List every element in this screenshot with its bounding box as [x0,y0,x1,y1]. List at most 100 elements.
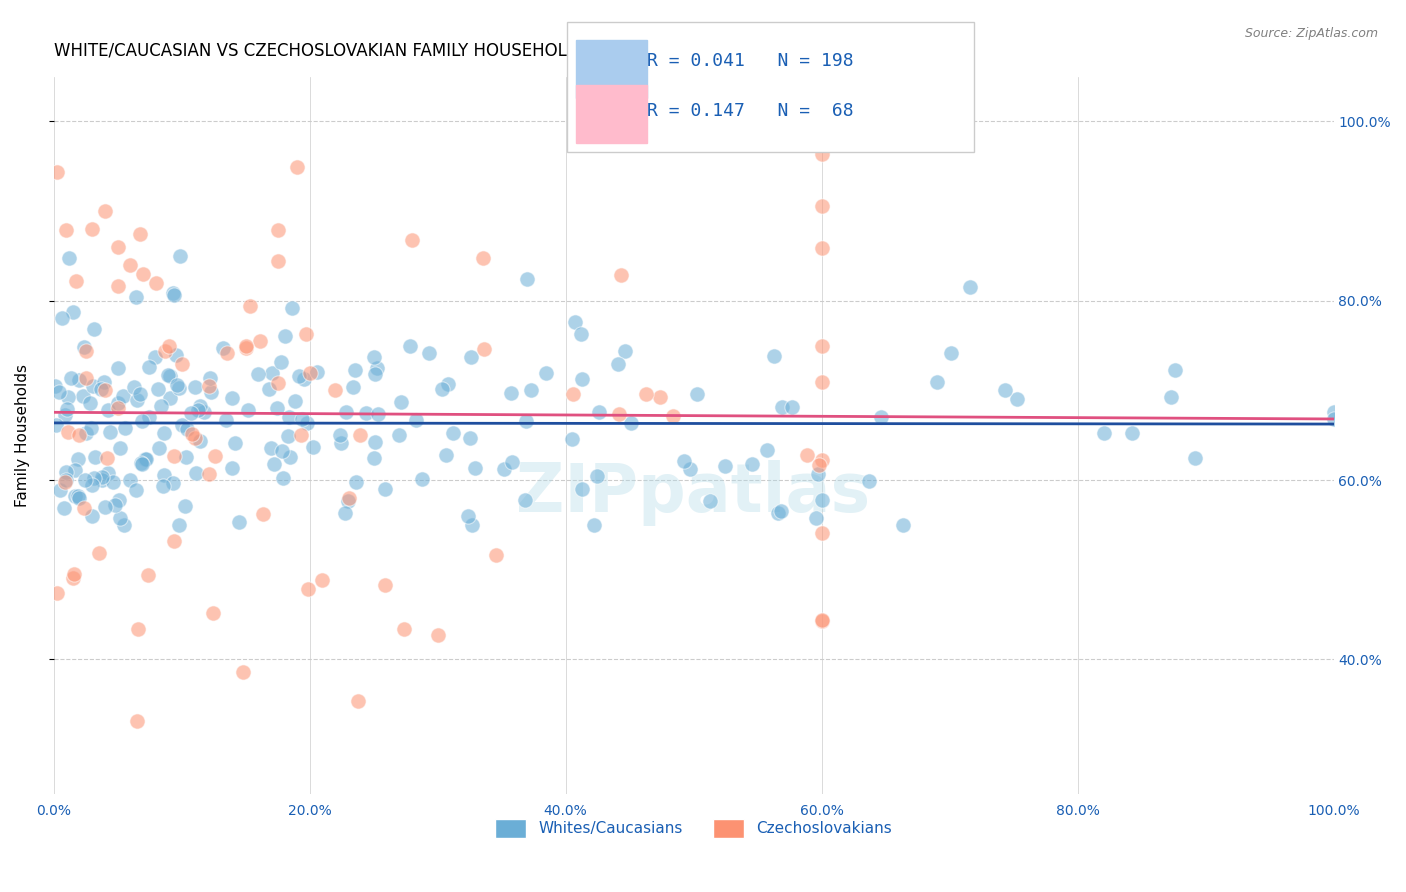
Point [148,441,170,455]
Point [114,518,136,533]
Point [162,476,184,491]
Point [145,276,167,290]
Point [152,468,174,483]
Text: R = 0.041   N = 198: R = 0.041 N = 198 [647,52,853,70]
Point [217,345,239,359]
Point [56,401,79,416]
Point [80,222,103,236]
Point [146,382,169,396]
Point [91,470,114,484]
Point [399,338,422,352]
Point [134,451,156,466]
Point [104,498,127,512]
Point [941,346,963,360]
Y-axis label: Family Households: Family Households [15,364,30,507]
Point [1163,362,1185,376]
Point [411,472,433,486]
Point [55,466,77,480]
Point [125,714,148,729]
Point [291,411,314,425]
Point [197,467,219,481]
Point [59,371,82,385]
Point [174,499,197,513]
Point [1005,392,1028,406]
Point [67,428,90,442]
Point [342,380,364,394]
Point [114,420,136,434]
Point [260,441,283,455]
Point [271,444,294,458]
Point [266,401,288,415]
Point [307,365,329,379]
Point [434,448,457,462]
Point [103,475,125,490]
Point [169,249,191,263]
Point [267,253,290,268]
Point [108,493,131,508]
Point [1184,450,1206,465]
Point [120,258,142,272]
Point [810,339,832,353]
Point [211,341,233,355]
Point [215,413,238,427]
Point [561,432,583,446]
Point [63,567,86,582]
Point [472,342,495,356]
Point [128,227,150,242]
Point [167,518,190,533]
Point [374,578,396,592]
Point [270,355,292,369]
Point [97,467,120,481]
Point [363,450,385,465]
Point [1121,426,1143,441]
Point [188,399,211,413]
Point [163,449,186,463]
Point [48,384,70,399]
Point [53,409,76,423]
Point [569,326,592,341]
Point [766,506,789,520]
Point [810,613,832,627]
Point [267,223,290,237]
Point [132,267,155,281]
Point [165,348,187,362]
Point [75,344,97,359]
Point [80,421,103,435]
Point [284,393,307,408]
Point [138,359,160,374]
Point [263,457,285,471]
Point [1322,405,1344,419]
Point [94,384,117,398]
Point [45,586,67,600]
Point [63,489,86,503]
Point [620,416,643,430]
Point [62,304,84,318]
Point [329,436,352,450]
Point [870,409,893,424]
Point [107,401,129,416]
Point [323,384,346,398]
Point [571,482,593,496]
Point [460,350,482,364]
Point [810,241,832,255]
Point [107,361,129,376]
Point [62,571,84,585]
Point [162,286,184,301]
Point [262,366,284,380]
Point [94,500,117,514]
Point [44,379,66,393]
Point [159,369,181,384]
Point [228,516,250,530]
Point [891,518,914,533]
Point [45,417,67,432]
Point [94,204,117,219]
Point [180,406,202,420]
Point [367,408,389,422]
Point [810,614,832,628]
Point [112,389,135,403]
Point [83,322,105,336]
Point [87,546,110,560]
Point [72,389,94,403]
Point [58,425,80,440]
Point [501,455,523,469]
